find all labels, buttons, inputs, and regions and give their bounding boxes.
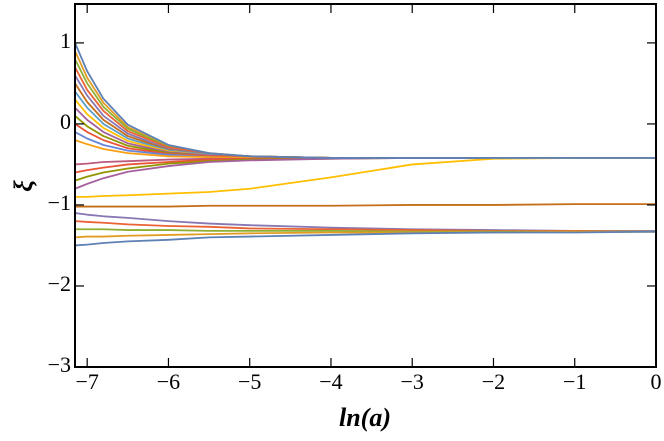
data-line	[74, 42, 656, 159]
data-line	[74, 58, 656, 159]
y-tick-label: 1	[60, 28, 71, 53]
y-tick-label: −2	[48, 271, 71, 296]
data-line	[74, 115, 656, 159]
data-line	[75, 203, 656, 208]
data-line	[74, 99, 656, 159]
x-axis-label: ln(a)	[339, 403, 391, 432]
x-tick-label: 0	[651, 369, 662, 394]
y-tick-label: −1	[48, 190, 71, 215]
y-axis-label: ξ	[9, 180, 38, 192]
x-tick-label: −7	[75, 369, 98, 394]
data-line	[74, 107, 656, 159]
x-tick-label: −4	[319, 369, 342, 394]
y-tick-label: −3	[48, 352, 71, 377]
x-tick-label: −2	[482, 369, 505, 394]
x-tick-label: −6	[157, 369, 180, 394]
x-tick-label: −5	[238, 369, 261, 394]
data-line	[74, 212, 656, 232]
data-line	[74, 90, 656, 159]
data-line	[74, 66, 656, 159]
x-tick-label: −1	[563, 369, 586, 394]
y-tick-label: 0	[60, 109, 71, 134]
data-line	[74, 157, 656, 182]
data-line	[74, 82, 656, 159]
x-tick-label: −3	[401, 369, 424, 394]
data-line	[74, 230, 657, 247]
plot-frame	[74, 3, 657, 368]
